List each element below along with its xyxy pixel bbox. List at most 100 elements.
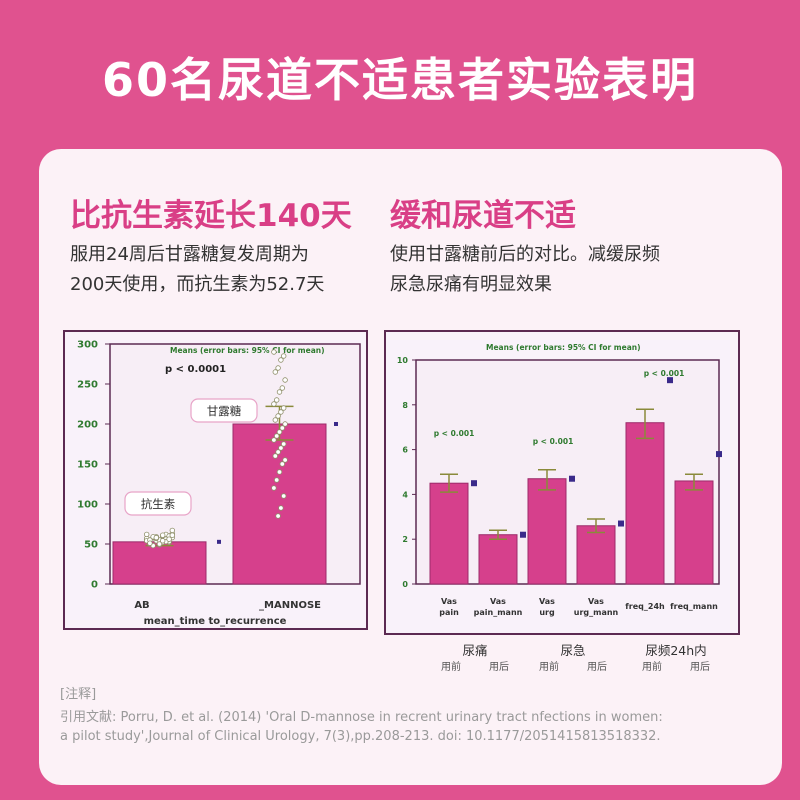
- x-category-label: Vas pain: [439, 597, 459, 617]
- data-point: [279, 385, 285, 391]
- left-desc-line: 200天使用，而抗生素为52.7天: [70, 274, 325, 295]
- data-point: [273, 397, 280, 403]
- data-point: [271, 349, 277, 355]
- bar: [576, 525, 616, 585]
- y-tick-label: 200: [77, 420, 98, 431]
- data-point: [278, 505, 284, 511]
- bar: [429, 482, 469, 585]
- bar: [625, 422, 665, 585]
- bar: [478, 534, 518, 585]
- data-point: [282, 377, 288, 383]
- x-category-label: freq_24h: [625, 602, 665, 611]
- y-tick-label: 8: [402, 401, 408, 410]
- data-point: [143, 531, 150, 538]
- reference-line: 引用文献: Porru, D. et al. (2014) 'Oral D-ma…: [60, 710, 663, 725]
- data-point: [278, 445, 284, 451]
- data-point: [156, 541, 163, 547]
- data-point: [275, 413, 281, 419]
- p-value-annotation: p < 0.001: [644, 369, 685, 378]
- data-point: [271, 437, 277, 443]
- data-point: [169, 532, 175, 538]
- data-point: [169, 527, 175, 534]
- bar: [112, 541, 207, 585]
- left-section-desc: 服用24周后甘露糖复发周期为 200天使用，而抗生素为52.7天: [70, 240, 324, 300]
- data-point: [282, 457, 288, 463]
- data-point: [273, 433, 280, 439]
- callout-box: [124, 491, 192, 516]
- bar: [527, 478, 567, 585]
- reference-line: a pilot study',Journal of Clinical Urolo…: [60, 729, 661, 744]
- chart-title: Means (error bars: 95% CI for mean): [486, 343, 641, 352]
- callout-label: 甘露糖: [207, 404, 242, 418]
- right-chart-frame: Means (error bars: 95% CI for mean) 0 2 4 6 8…: [384, 330, 740, 635]
- y-tick-label: 4: [402, 490, 408, 499]
- data-point: [272, 369, 278, 375]
- group-sub-label: 用后: [690, 662, 710, 673]
- mean-marker: [667, 377, 673, 384]
- y-tick-label: 150: [77, 460, 98, 471]
- left-chart-frame: Means (error bars: 95% CI for mean) 0 50 10…: [63, 330, 368, 630]
- y-tick-label: 100: [77, 500, 98, 511]
- right-desc-line: 使用甘露糖前后的对比。减缓尿频: [390, 244, 660, 265]
- data-point: [280, 441, 287, 447]
- x-category-label: freq_mann: [670, 602, 718, 611]
- data-point: [278, 357, 284, 363]
- p-value-annotation: p < 0.0001: [165, 364, 226, 375]
- data-point: [280, 353, 287, 359]
- data-point: [272, 453, 278, 459]
- data-point: [272, 417, 278, 423]
- group-sub-label: 用前: [539, 662, 559, 673]
- group-sub-label: 用前: [441, 662, 461, 673]
- data-point: [159, 532, 166, 538]
- data-point: [279, 425, 285, 431]
- mean-marker: [520, 531, 526, 538]
- p-value-annotation: p < 0.001: [434, 429, 475, 438]
- data-point: [276, 389, 283, 395]
- group-label: 尿频24h内: [645, 643, 707, 658]
- bar: [674, 480, 714, 585]
- data-point: [282, 421, 288, 427]
- x-category-label: Vas urg: [539, 597, 555, 617]
- right-section-title: 缓和尿道不适: [390, 198, 576, 234]
- group-label: 尿痛: [462, 643, 488, 658]
- data-point: [166, 536, 172, 542]
- data-point: [271, 485, 277, 491]
- symptom-chart: Means (error bars: 95% CI for mean) 0 2 4 6 8…: [397, 343, 722, 617]
- page-title: 60名尿道不适患者实验表明: [101, 53, 698, 107]
- mean-marker: [618, 520, 624, 527]
- x-category-label: Vas pain_mann: [474, 597, 523, 617]
- x-axis-label: mean_time to_recurrence: [144, 616, 287, 627]
- y-tick-label: 0: [402, 580, 408, 589]
- data-point: [280, 405, 287, 411]
- callout-box: [190, 398, 258, 423]
- mean-marker: [334, 422, 338, 426]
- data-point: [276, 469, 283, 475]
- x-category-label: _MANNOSE: [259, 600, 321, 611]
- p-value-annotation: p < 0.001: [533, 437, 574, 446]
- y-tick-label: 0: [91, 580, 98, 591]
- y-tick-label: 250: [77, 380, 98, 391]
- x-category-label: AB: [134, 600, 149, 611]
- group-sub-label: 用后: [587, 662, 607, 673]
- data-point: [275, 365, 281, 371]
- data-point: [271, 401, 277, 407]
- group-sub-label: 用前: [642, 662, 662, 673]
- group-label: 尿急: [560, 643, 586, 658]
- data-point: [279, 461, 285, 467]
- y-tick-label: 50: [84, 540, 98, 551]
- left-section-title: 比抗生素延长140天: [70, 198, 352, 234]
- right-desc-line: 尿急尿痛有明显效果: [390, 274, 552, 295]
- data-point: [276, 429, 283, 435]
- data-point: [278, 409, 284, 415]
- data-point: [275, 513, 281, 519]
- data-point: [159, 538, 166, 544]
- data-point: [275, 449, 281, 455]
- data-point: [147, 540, 153, 546]
- group-sub-label: 用后: [489, 662, 509, 673]
- right-section-desc: 使用甘露糖前后的对比。减缓尿频 尿急尿痛有明显效果: [390, 240, 660, 300]
- x-category-label: Vas urg_mann: [574, 597, 619, 617]
- data-point: [280, 493, 287, 499]
- left-desc-line: 服用24周后甘露糖复发周期为: [70, 244, 309, 265]
- mean-marker: [716, 451, 722, 458]
- y-tick-label: 300: [77, 340, 98, 351]
